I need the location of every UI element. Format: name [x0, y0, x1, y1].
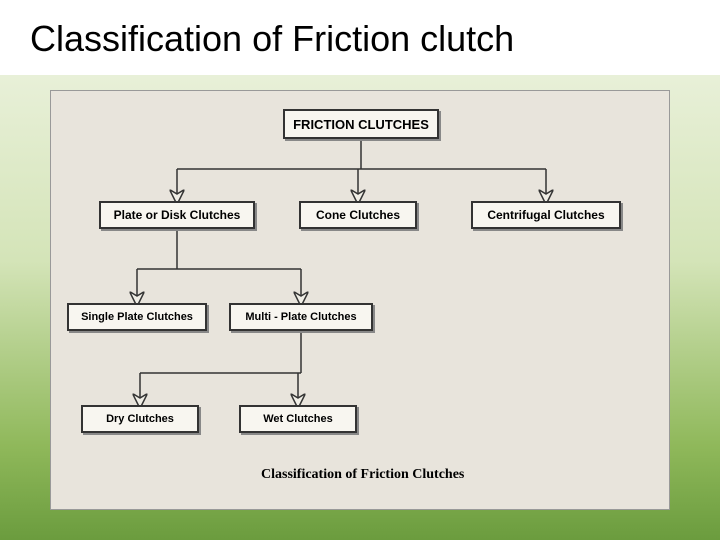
node-plate: Plate or Disk Clutches — [99, 201, 255, 229]
node-single: Single Plate Clutches — [67, 303, 207, 331]
node-multi: Multi - Plate Clutches — [229, 303, 373, 331]
diagram-gradient-bg: Classification of Friction Clutches FRIC… — [0, 75, 720, 540]
node-wet: Wet Clutches — [239, 405, 357, 433]
node-root: FRICTION CLUTCHES — [283, 109, 439, 139]
diagram-caption: Classification of Friction Clutches — [261, 467, 464, 483]
slide: Classification of Friction clutch Classi… — [0, 0, 720, 540]
title-area: Classification of Friction clutch — [0, 0, 720, 68]
slide-title: Classification of Friction clutch — [30, 18, 690, 60]
diagram-panel: Classification of Friction Clutches FRIC… — [50, 90, 670, 510]
node-centrifugal: Centrifugal Clutches — [471, 201, 621, 229]
connector-lines — [51, 91, 669, 509]
node-cone: Cone Clutches — [299, 201, 417, 229]
node-dry: Dry Clutches — [81, 405, 199, 433]
